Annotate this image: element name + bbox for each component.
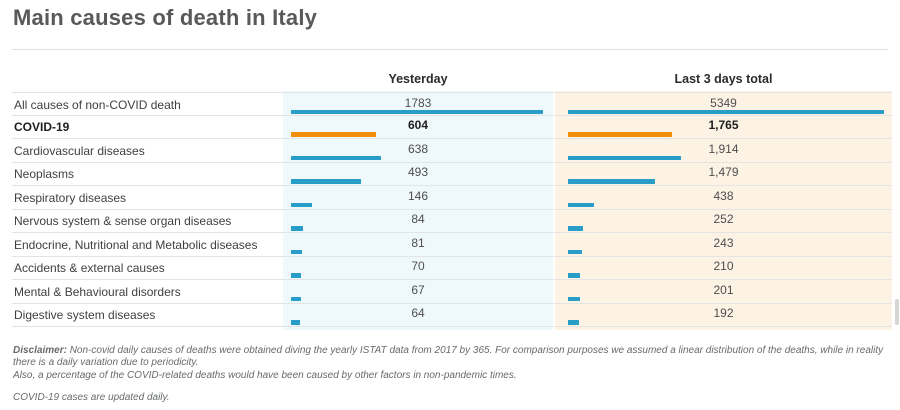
row-value-last-3-days: 201 bbox=[713, 282, 734, 297]
cell-yesterday: 604 bbox=[283, 116, 553, 139]
bar-last-3-days bbox=[568, 132, 673, 137]
table-row: Endocrine, Nutritional and Metabolic dis… bbox=[12, 233, 892, 257]
table-row: Accidents & external causes 70 210 bbox=[12, 257, 892, 280]
row-value-yesterday: 70 bbox=[411, 259, 425, 273]
footer: Disclaimer: Non-covid daily causes of de… bbox=[13, 345, 883, 404]
row-value-yesterday: 1783 bbox=[404, 95, 432, 110]
table-row: Digestive system diseases 64 192 bbox=[12, 304, 892, 327]
table-row: Respiratory diseases 146 438 bbox=[12, 186, 892, 210]
row-value-last-3-days: 5349 bbox=[710, 95, 737, 110]
row-label: Endocrine, Nutritional and Metabolic dis… bbox=[14, 237, 258, 252]
row-value-last-3-days: 1,765 bbox=[708, 118, 739, 132]
bar-yesterday bbox=[291, 132, 377, 137]
table-row: All causes of non-COVID death 1783 5349 bbox=[12, 92, 892, 116]
bar-yesterday bbox=[291, 179, 361, 184]
cell-last-3-days: 243 bbox=[555, 233, 892, 256]
row-label: Respiratory diseases bbox=[14, 190, 127, 205]
row-value-yesterday: 84 bbox=[411, 212, 425, 226]
row-label: Digestive system diseases bbox=[14, 308, 156, 322]
cell-yesterday: 84 bbox=[283, 210, 553, 233]
bar-yesterday bbox=[291, 273, 301, 278]
row-label: Accidents & external causes bbox=[14, 261, 165, 275]
bar-last-3-days bbox=[568, 296, 580, 301]
bar-yesterday bbox=[291, 249, 303, 254]
row-value-last-3-days: 1,914 bbox=[708, 141, 739, 156]
bar-yesterday bbox=[291, 155, 382, 160]
chart-rows: All causes of non-COVID death 1783 5349 COV… bbox=[12, 92, 892, 327]
column-header-last-3-days: Last 3 days total bbox=[674, 72, 773, 86]
yesterday-column-bg bbox=[283, 91, 553, 330]
table-row: Nervous system & sense organ diseases 84 2… bbox=[12, 210, 892, 233]
cell-last-3-days: 1,479 bbox=[555, 163, 892, 186]
bar-last-3-days bbox=[568, 320, 580, 325]
cell-yesterday: 67 bbox=[283, 280, 553, 303]
bar-yesterday bbox=[291, 320, 300, 325]
row-value-yesterday: 81 bbox=[411, 235, 425, 250]
bar-last-3-days bbox=[568, 179, 656, 184]
title-divider bbox=[12, 49, 888, 50]
disclaimer-line-1: Disclaimer: Non-covid daily causes of de… bbox=[13, 345, 884, 356]
row-label: Cardiovascular diseases bbox=[14, 143, 145, 158]
bar-last-3-days bbox=[568, 202, 594, 207]
cell-last-3-days: 1,765 bbox=[555, 116, 892, 139]
row-value-yesterday: 604 bbox=[407, 118, 429, 132]
row-value-last-3-days: 192 bbox=[713, 306, 734, 320]
row-value-last-3-days: 252 bbox=[713, 212, 734, 226]
cell-last-3-days: 5349 bbox=[555, 93, 892, 115]
scrollbar-thumb[interactable] bbox=[895, 299, 899, 325]
table-row: COVID-19 604 1,765 bbox=[12, 116, 892, 139]
cell-last-3-days: 252 bbox=[555, 210, 892, 233]
bar-yesterday bbox=[291, 202, 312, 207]
cell-yesterday: 81 bbox=[283, 233, 553, 256]
bar-yesterday bbox=[291, 226, 303, 231]
cell-yesterday: 70 bbox=[283, 257, 553, 280]
row-value-last-3-days: 438 bbox=[713, 188, 734, 203]
bar-last-3-days bbox=[568, 249, 583, 254]
cell-last-3-days: 1,914 bbox=[555, 139, 892, 162]
updated-note: COVID-19 cases are updated daily. bbox=[13, 391, 170, 403]
bar-yesterday bbox=[291, 296, 301, 301]
bar-yesterday bbox=[291, 109, 543, 114]
bar-last-3-days bbox=[568, 273, 581, 278]
bar-last-3-days bbox=[568, 155, 682, 160]
table-row: Neoplasms 493 1,479 bbox=[12, 163, 892, 186]
row-value-last-3-days: 1,479 bbox=[708, 165, 739, 179]
disclaimer-line-2: there is a daily variation due to period… bbox=[13, 357, 199, 369]
row-value-last-3-days: 243 bbox=[713, 235, 734, 250]
cell-last-3-days: 201 bbox=[555, 280, 892, 303]
last-3-days-column-bg bbox=[555, 91, 892, 330]
row-label: Neoplasms bbox=[14, 167, 75, 181]
cell-yesterday: 1783 bbox=[283, 93, 553, 115]
row-label: COVID-19 bbox=[14, 120, 70, 134]
cell-last-3-days: 438 bbox=[555, 186, 892, 209]
row-value-yesterday: 67 bbox=[411, 282, 425, 297]
disclaimer-line-3: Also, a percentage of the COVID-related … bbox=[13, 369, 517, 381]
page-title: Main causes of death in Italy bbox=[13, 5, 318, 30]
row-value-yesterday: 64 bbox=[411, 306, 425, 320]
cell-yesterday: 146 bbox=[283, 186, 553, 209]
row-label: Mental & Behavioural disorders bbox=[14, 284, 181, 299]
cell-yesterday: 638 bbox=[283, 139, 553, 162]
cell-last-3-days: 192 bbox=[555, 304, 892, 327]
bar-last-3-days bbox=[568, 226, 583, 231]
row-value-yesterday: 146 bbox=[407, 188, 429, 203]
cell-last-3-days: 210 bbox=[555, 257, 892, 280]
table-row: Cardiovascular diseases 638 1,914 bbox=[12, 139, 892, 163]
row-label: All causes of non-COVID death bbox=[14, 97, 181, 112]
row-value-yesterday: 493 bbox=[407, 165, 429, 179]
column-header-yesterday: Yesterday bbox=[388, 72, 448, 86]
row-value-last-3-days: 210 bbox=[713, 259, 734, 273]
bar-last-3-days bbox=[568, 109, 884, 114]
table-row: Mental & Behavioural disorders 67 201 bbox=[12, 280, 892, 304]
row-label: Nervous system & sense organ diseases bbox=[14, 214, 232, 228]
disclaimer-label: Disclaimer: bbox=[13, 345, 67, 356]
cell-yesterday: 64 bbox=[283, 304, 553, 327]
cell-yesterday: 493 bbox=[283, 163, 553, 186]
row-value-yesterday: 638 bbox=[407, 141, 429, 156]
